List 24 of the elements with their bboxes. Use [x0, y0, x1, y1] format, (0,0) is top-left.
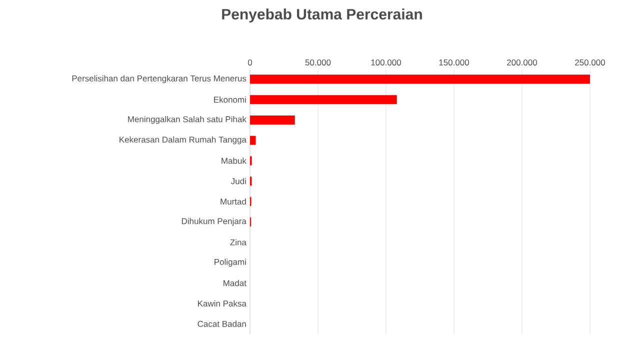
x-tick-label: 200.000: [507, 59, 538, 66]
y-tick-label: Murtad: [220, 198, 246, 205]
bar: [250, 136, 256, 145]
y-tick-label: Judi: [231, 178, 246, 184]
y-tick-label: Cacat Badan: [198, 320, 246, 327]
x-tick-label: 50.000: [305, 59, 331, 66]
y-tick-label: Ekonomi: [214, 96, 246, 103]
bar: [250, 95, 397, 104]
y-tick-label: Poligami: [214, 258, 246, 267]
bar: [250, 74, 590, 84]
x-tick-label: 250.000: [575, 59, 606, 66]
x-tick-label: 0: [248, 59, 252, 66]
y-tick-label: Zina: [230, 239, 246, 246]
y-tick-label: Perselisihan dan Pertengkaran Terus Menerus: [72, 75, 246, 84]
x-tick-label: 100.000: [371, 59, 402, 66]
bar: [250, 115, 295, 124]
y-tick-label: Meninggalkan Salah satu Pihak: [128, 116, 246, 124]
y-tick-label: Dihukum Penjara: [182, 218, 246, 226]
y-tick-label: Mabuk: [222, 158, 246, 164]
y-tick-label: Kekerasan Dalam Rumah Tangga: [120, 136, 246, 144]
chart-title: Penyebab Utama Perceraian: [222, 8, 422, 22]
x-tick-label: 150.000: [439, 59, 470, 66]
y-tick-label: Madat: [224, 280, 246, 286]
y-tick-label: Kawin Paksa: [198, 300, 246, 307]
